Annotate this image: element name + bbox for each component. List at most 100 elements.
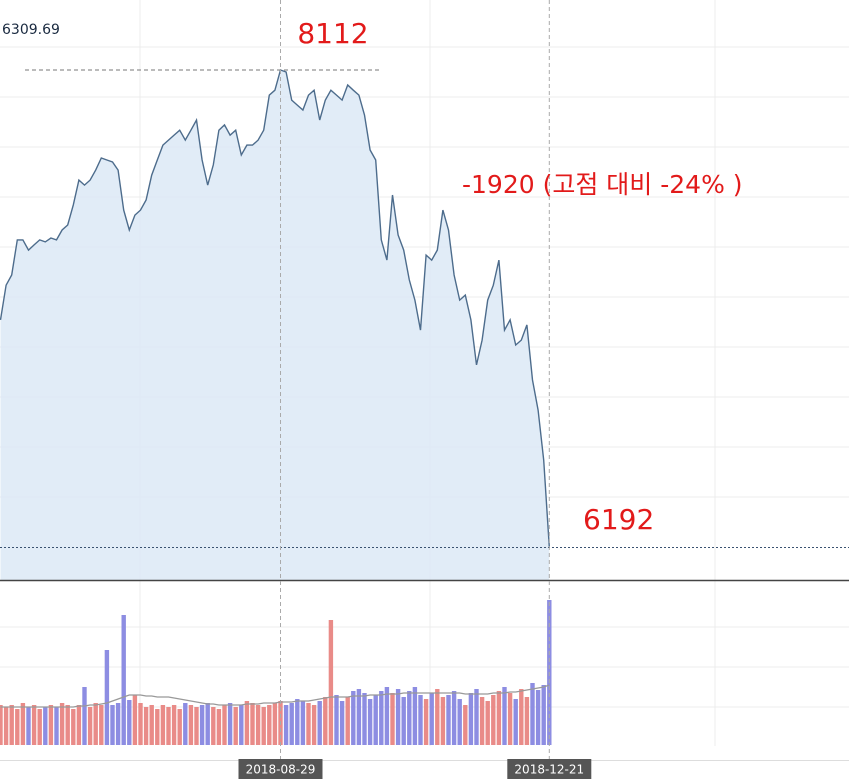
volume-bar	[37, 709, 42, 745]
volume-bar	[199, 705, 205, 745]
volume-bar	[502, 687, 507, 745]
volume-bar	[227, 703, 233, 745]
volume-bar	[239, 705, 244, 745]
volume-bar	[155, 709, 160, 745]
volume-bar	[93, 703, 98, 745]
volume-bar	[244, 701, 250, 745]
price-panel	[0, 69, 550, 580]
x-label-bg	[238, 759, 323, 779]
volume-ma-line	[0, 684, 550, 708]
volume-bar	[132, 695, 138, 745]
volume-bar	[384, 687, 390, 745]
volume-bar	[379, 691, 384, 745]
volume-bar	[138, 703, 143, 745]
volume-bar	[412, 687, 418, 745]
volume-bar	[166, 707, 171, 745]
x-tick-label: 2018-08-29	[246, 763, 316, 777]
volume-bar	[468, 693, 474, 745]
volume-bar	[177, 709, 182, 745]
volume-bar	[216, 709, 222, 745]
volume-bar	[513, 699, 518, 745]
volume-bar	[496, 691, 502, 745]
volume-bar	[76, 705, 82, 745]
volume-bar	[211, 707, 216, 745]
x-tick-label: 2018-12-21	[514, 763, 584, 777]
volume-bar	[65, 705, 70, 745]
volume-bar	[233, 707, 238, 745]
peak-annotation: 8112	[297, 17, 368, 50]
volume-bar	[59, 703, 65, 745]
volume-bar	[457, 699, 462, 745]
volume-bar	[171, 705, 177, 745]
volume-bar	[26, 707, 31, 745]
volume-bar	[323, 697, 328, 745]
volume-bar	[104, 650, 110, 745]
volume-bar	[222, 705, 227, 745]
volume-bar	[334, 695, 339, 745]
volume-bar	[194, 707, 199, 745]
volume-bar	[289, 703, 294, 745]
volume-bar	[48, 705, 54, 745]
volume-bar	[43, 707, 48, 745]
volume-bar	[160, 705, 166, 745]
volume-bar	[255, 705, 261, 745]
volume-bar	[20, 703, 26, 745]
x-label-bg	[507, 759, 592, 779]
volume-bar	[99, 705, 104, 745]
volume-bar	[535, 690, 541, 745]
volume-bar	[362, 693, 367, 745]
volume-bar	[451, 691, 457, 745]
volume-bar	[87, 707, 93, 745]
volume-bar	[115, 703, 121, 745]
volume-bar	[429, 693, 434, 745]
volume-bar	[306, 703, 311, 745]
volume-bar	[485, 701, 490, 745]
volume-bar	[491, 695, 496, 745]
price-label: 6309.69	[2, 22, 60, 38]
volume-bar	[300, 701, 306, 745]
volume-bar	[524, 697, 530, 745]
volume-bar	[149, 705, 154, 745]
volume-bar	[0, 705, 3, 745]
volume-bar	[463, 705, 468, 745]
volume-bar	[110, 705, 115, 745]
volume-bar	[339, 701, 345, 745]
volume-bar	[317, 701, 322, 745]
volume-bar	[183, 703, 188, 745]
volume-bar	[345, 697, 350, 745]
volume-bar	[121, 615, 126, 745]
volume-bar	[418, 695, 423, 745]
price-area	[0, 70, 550, 580]
volume-bar	[261, 707, 266, 745]
volume-bar	[446, 695, 451, 745]
volume-bar	[351, 691, 356, 745]
volume-bar	[541, 685, 546, 745]
volume-bar	[143, 707, 149, 745]
volume-bar	[267, 705, 272, 745]
volume-bar	[395, 689, 401, 745]
volume-bar	[82, 687, 87, 745]
axis-area	[0, 746, 849, 779]
drop-annotation: -1920 (고점 대비 -24% )	[462, 170, 743, 199]
price-line	[0, 69, 550, 548]
volume-bar	[272, 703, 278, 745]
volume-bar	[31, 705, 37, 745]
volume-bar	[205, 703, 210, 745]
volume-bar	[356, 689, 362, 745]
volume-bar	[423, 699, 429, 745]
volume-bar	[373, 695, 378, 745]
volume-bar	[311, 705, 317, 745]
volume-bar	[367, 699, 373, 745]
volume-bar	[474, 689, 479, 745]
volume-bar	[283, 705, 289, 745]
volume-bar	[435, 689, 440, 745]
volume-bar	[127, 700, 132, 745]
volume-bar	[9, 705, 14, 745]
volume-bar	[407, 691, 412, 745]
volume-bar	[440, 697, 446, 745]
volume-bar	[390, 693, 395, 745]
volume-bar	[401, 697, 406, 745]
